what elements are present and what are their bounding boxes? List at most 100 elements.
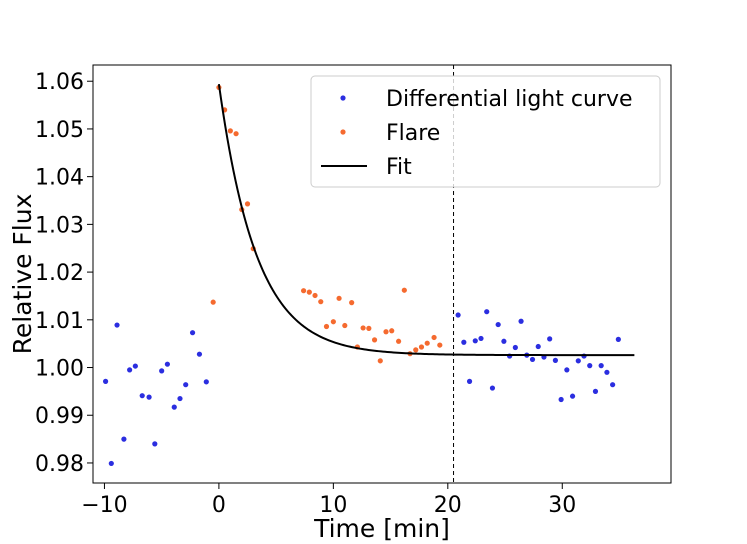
data-point (360, 325, 366, 331)
y-axis-ticks: 0.98 0.99 1.00 1.01 1.02 1.03 1.04 1.05 1.06 (35, 70, 93, 477)
x-axis-label: Time [min] (313, 514, 450, 543)
data-point (183, 382, 189, 388)
data-point (466, 378, 473, 384)
x-tick-label: 30 (548, 493, 576, 518)
data-point (610, 382, 616, 388)
legend-item: Flare (340, 121, 440, 146)
data-point (424, 340, 430, 346)
data-point (489, 385, 496, 391)
legend-item: Differential light curve (340, 87, 633, 112)
data-point (114, 322, 120, 328)
data-point (127, 367, 133, 373)
data-point (342, 322, 348, 329)
data-point (418, 344, 425, 350)
data-point (472, 338, 478, 344)
data-point (461, 339, 467, 345)
y-tick-label: 1.03 (35, 213, 84, 238)
data-marks (102, 65, 635, 483)
data-point (413, 347, 419, 353)
data-point (455, 312, 461, 318)
y-tick-label: 0.99 (35, 404, 84, 429)
series-differential-light-curve (102, 309, 621, 467)
data-point (401, 287, 407, 293)
y-tick-label: 1.00 (35, 357, 84, 382)
data-point (575, 358, 581, 364)
data-point (395, 338, 402, 344)
data-point (598, 363, 604, 369)
data-point (431, 334, 437, 341)
legend-item: Fit (321, 155, 412, 180)
x-tick-label: 10 (319, 493, 347, 518)
data-point (535, 343, 541, 350)
data-point (592, 388, 599, 394)
data-point (569, 393, 576, 399)
data-point (146, 394, 152, 400)
data-point (512, 344, 518, 351)
data-point (529, 356, 536, 363)
data-point (102, 378, 109, 384)
legend-label: Fit (386, 155, 412, 180)
data-point (108, 460, 114, 467)
y-tick-label: 1.01 (35, 309, 84, 334)
x-tick-label: 20 (434, 493, 462, 518)
data-point (349, 300, 355, 306)
data-point (558, 396, 564, 403)
data-point (383, 329, 389, 335)
legend-marker (340, 129, 346, 135)
data-point (323, 323, 330, 330)
y-tick-label: 1.02 (35, 261, 84, 286)
series-fit (217, 83, 635, 357)
data-point (121, 436, 127, 442)
y-tick-label: 1.05 (35, 118, 84, 143)
data-point (501, 338, 507, 344)
plot-frame (92, 64, 672, 484)
x-axis-ticks: −10 0 10 20 30 (81, 483, 576, 518)
data-point (478, 335, 484, 342)
y-tick-label: 1.04 (35, 166, 84, 191)
data-point (371, 337, 378, 343)
data-point (366, 325, 372, 331)
data-point (389, 328, 395, 334)
legend-marker (340, 95, 346, 101)
data-point (547, 336, 553, 342)
plot-area (92, 64, 672, 484)
data-point (203, 379, 209, 385)
data-point (233, 131, 239, 137)
data-point (318, 299, 324, 305)
data-point (177, 395, 183, 402)
data-point (495, 321, 501, 328)
data-point (139, 393, 145, 399)
data-point (132, 363, 138, 369)
data-point (152, 441, 158, 447)
data-point (564, 367, 570, 373)
data-point (244, 201, 251, 207)
data-point (300, 288, 307, 294)
legend-label: Flare (386, 121, 440, 146)
legend: Differential light curve Flare Fit (310, 75, 661, 188)
data-point (306, 289, 312, 295)
data-point (210, 299, 216, 305)
data-point (484, 309, 490, 315)
data-point (377, 358, 383, 364)
data-point (336, 295, 342, 301)
fit-line (217, 83, 635, 357)
data-point (437, 342, 443, 348)
data-point (164, 361, 170, 367)
data-point (604, 369, 610, 375)
legend-label: Differential light curve (386, 87, 633, 112)
data-point (189, 330, 196, 336)
x-tick-label: −10 (81, 493, 127, 518)
data-point (615, 336, 621, 342)
data-point (196, 351, 203, 357)
data-point (159, 368, 165, 374)
data-point (587, 363, 593, 369)
data-point (518, 318, 524, 324)
legend-box (310, 75, 661, 188)
data-point (171, 404, 177, 410)
x-tick-label: 0 (212, 493, 226, 518)
data-point (552, 357, 559, 363)
y-tick-label: 1.06 (35, 70, 84, 95)
y-tick-label: 0.98 (35, 452, 84, 477)
data-point (312, 292, 318, 299)
